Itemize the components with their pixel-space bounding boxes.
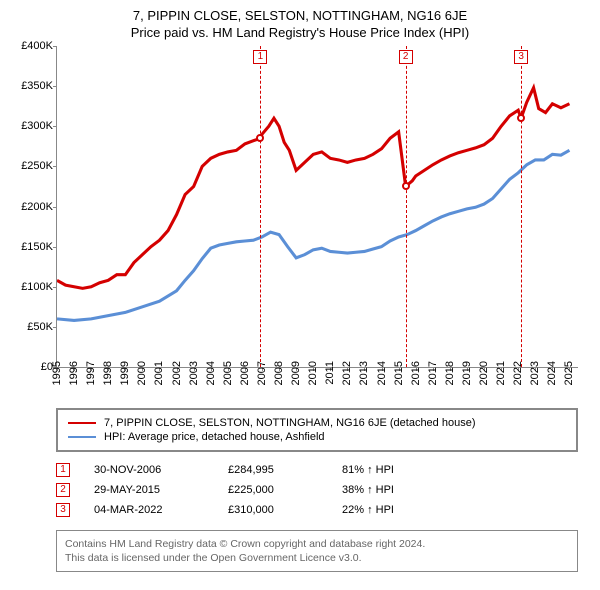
y-tick-label: £0: [7, 361, 53, 373]
x-tick-label: 2011: [324, 361, 336, 385]
chart-container: 7, PIPPIN CLOSE, SELSTON, NOTTINGHAM, NG…: [0, 0, 600, 582]
x-tick-label: 2010: [307, 361, 319, 385]
y-tick-label: £100K: [7, 281, 53, 293]
sale-point: [402, 182, 410, 190]
chart-lines: [57, 46, 578, 367]
x-tick-label: 2005: [222, 361, 234, 385]
sale-date: 29-MAY-2015: [94, 484, 204, 496]
sale-vline: [521, 46, 522, 367]
attribution-line2: This data is licensed under the Open Gov…: [65, 551, 569, 565]
y-tick-label: £50K: [7, 321, 53, 333]
x-tick-label: 2003: [188, 361, 200, 385]
x-tick-label: 2022: [512, 361, 524, 385]
x-tick-label: 2019: [461, 361, 473, 385]
chart-area: £0£50K£100K£150K£200K£250K£300K£350K£400…: [56, 46, 578, 396]
x-tick-label: 2020: [478, 361, 490, 385]
x-tick-label: 2016: [410, 361, 422, 385]
sale-row: 2 29-MAY-2015 £225,000 38% ↑ HPI: [56, 480, 578, 500]
legend-swatch: [68, 422, 96, 424]
x-tick-label: 1998: [102, 361, 114, 385]
sale-pct: 38% ↑ HPI: [342, 484, 432, 496]
sale-point: [517, 114, 525, 122]
x-tick-label: 2008: [273, 361, 285, 385]
y-tick-label: £150K: [7, 241, 53, 253]
y-tick-label: £250K: [7, 160, 53, 172]
x-tick-label: 2025: [563, 361, 575, 385]
x-tick-label: 2018: [444, 361, 456, 385]
x-tick-label: 2023: [529, 361, 541, 385]
plot-area: £0£50K£100K£150K£200K£250K£300K£350K£400…: [56, 46, 578, 368]
sales-table: 1 30-NOV-2006 £284,995 81% ↑ HPI 2 29-MAY-201…: [56, 460, 578, 520]
sale-marker-box: 1: [253, 50, 267, 64]
x-tick-label: 2001: [153, 361, 165, 385]
y-tick-label: £300K: [7, 120, 53, 132]
x-tick-label: 2024: [546, 361, 558, 385]
title-subtitle: Price paid vs. HM Land Registry's House …: [12, 25, 588, 40]
x-tick-label: 2002: [171, 361, 183, 385]
sale-num-box: 2: [56, 483, 70, 497]
legend-label: HPI: Average price, detached house, Ashf…: [104, 431, 325, 443]
sale-price: £225,000: [228, 484, 318, 496]
x-tick-label: 2009: [290, 361, 302, 385]
series-hpi: [57, 150, 569, 320]
title-block: 7, PIPPIN CLOSE, SELSTON, NOTTINGHAM, NG…: [12, 8, 588, 40]
x-tick-label: 2000: [136, 361, 148, 385]
sale-row: 3 04-MAR-2022 £310,000 22% ↑ HPI: [56, 500, 578, 520]
x-tick-label: 2007: [256, 361, 268, 385]
sale-date: 30-NOV-2006: [94, 464, 204, 476]
x-tick-label: 1996: [68, 361, 80, 385]
sale-num-box: 1: [56, 463, 70, 477]
x-tick-label: 2015: [393, 361, 405, 385]
legend-box: 7, PIPPIN CLOSE, SELSTON, NOTTINGHAM, NG…: [56, 408, 578, 452]
x-tick-label: 1997: [85, 361, 97, 385]
sale-date: 04-MAR-2022: [94, 504, 204, 516]
sale-price: £310,000: [228, 504, 318, 516]
legend-row: HPI: Average price, detached house, Ashf…: [68, 430, 566, 444]
x-tick-label: 2004: [205, 361, 217, 385]
x-tick-label: 1999: [119, 361, 131, 385]
legend-swatch: [68, 436, 96, 438]
y-tick-label: £400K: [7, 40, 53, 52]
series-property: [57, 88, 569, 289]
x-tick-label: 2017: [427, 361, 439, 385]
legend-label: 7, PIPPIN CLOSE, SELSTON, NOTTINGHAM, NG…: [104, 417, 476, 429]
legend-row: 7, PIPPIN CLOSE, SELSTON, NOTTINGHAM, NG…: [68, 416, 566, 430]
attribution-box: Contains HM Land Registry data © Crown c…: [56, 530, 578, 572]
sale-pct: 81% ↑ HPI: [342, 464, 432, 476]
sale-row: 1 30-NOV-2006 £284,995 81% ↑ HPI: [56, 460, 578, 480]
x-tick-label: 2006: [239, 361, 251, 385]
x-tick-label: 2014: [376, 361, 388, 385]
sale-num-box: 3: [56, 503, 70, 517]
y-tick-label: £350K: [7, 80, 53, 92]
x-tick-label: 2021: [495, 361, 507, 385]
y-tick-label: £200K: [7, 201, 53, 213]
title-address: 7, PIPPIN CLOSE, SELSTON, NOTTINGHAM, NG…: [12, 8, 588, 23]
attribution-line1: Contains HM Land Registry data © Crown c…: [65, 537, 569, 551]
sale-point: [256, 134, 264, 142]
sale-marker-box: 3: [514, 50, 528, 64]
x-tick-label: 2012: [341, 361, 353, 385]
sale-pct: 22% ↑ HPI: [342, 504, 432, 516]
sale-marker-box: 2: [399, 50, 413, 64]
sale-vline: [260, 46, 261, 367]
x-tick-label: 2013: [358, 361, 370, 385]
sale-vline: [406, 46, 407, 367]
sale-price: £284,995: [228, 464, 318, 476]
x-tick-label: 1995: [51, 361, 63, 385]
